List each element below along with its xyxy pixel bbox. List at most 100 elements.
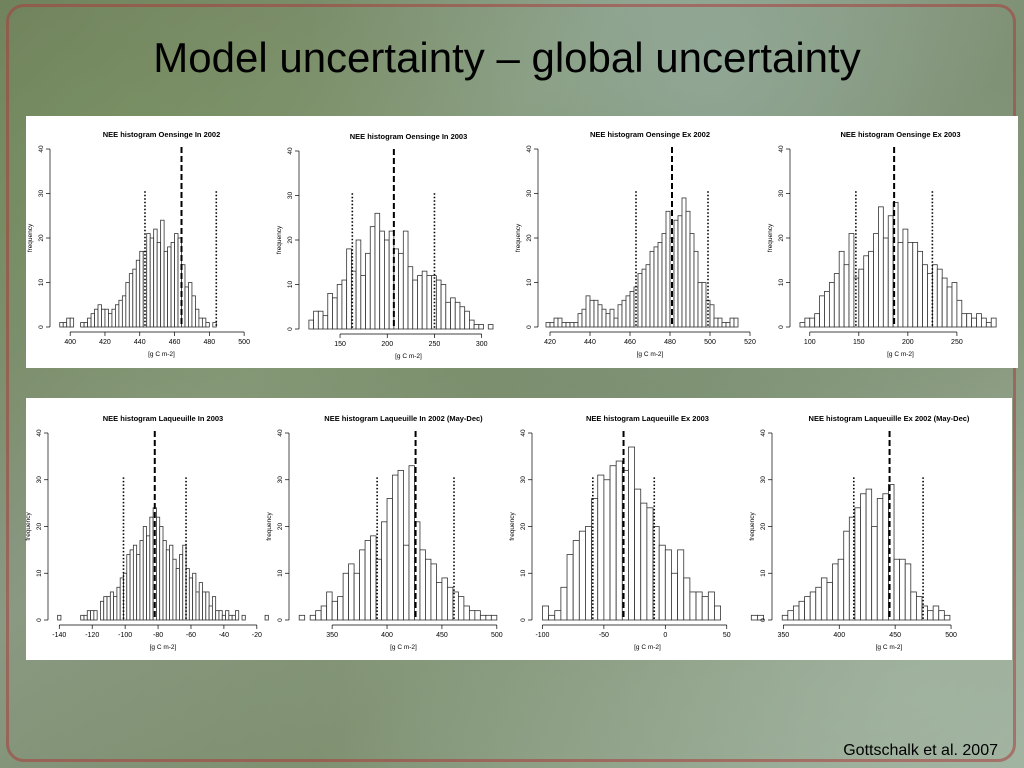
histogram-bar xyxy=(174,233,179,328)
histogram-bar xyxy=(417,275,423,330)
histogram-bar xyxy=(332,297,338,330)
histogram-bar xyxy=(981,317,987,328)
histogram-bar xyxy=(629,290,635,328)
histogram-title: NEE histogram Laqueuille Ex 2002 (May-De… xyxy=(809,414,970,423)
histogram-bar xyxy=(853,277,860,328)
histogram-bar xyxy=(826,582,833,621)
histogram-bar xyxy=(798,600,805,621)
histogram-bar xyxy=(717,317,723,328)
histogram-bar xyxy=(445,301,451,330)
histogram-bar xyxy=(557,317,563,328)
y-tick-label: 30 xyxy=(287,192,294,200)
histogram-bar xyxy=(175,568,180,621)
y-axis-label: frequency xyxy=(749,511,756,540)
histogram-bar xyxy=(843,530,850,621)
histogram-bar xyxy=(198,582,203,621)
histogram-bar xyxy=(202,591,207,621)
x-tick-label: 200 xyxy=(381,341,393,348)
histogram-bar xyxy=(103,596,108,621)
histogram-bar xyxy=(843,264,850,328)
histogram-bar xyxy=(201,317,207,328)
x-tick-label: 500 xyxy=(945,632,957,639)
histogram-bar xyxy=(336,284,343,330)
x-tick-label: 420 xyxy=(544,339,556,346)
histogram-bar xyxy=(572,540,580,621)
histogram-bar xyxy=(837,558,845,621)
y-tick-label: 10 xyxy=(778,279,785,287)
histogram-bar xyxy=(865,488,873,621)
histogram-bar xyxy=(195,308,200,328)
histogram-bar xyxy=(589,299,595,328)
histogram-bar xyxy=(677,549,685,621)
histogram-bar xyxy=(873,233,879,328)
y-axis-label: frequency xyxy=(276,225,283,254)
histogram-bar xyxy=(593,299,599,328)
histogram-bar xyxy=(637,273,643,328)
histogram-bar xyxy=(609,465,617,621)
x-tick-label: 520 xyxy=(744,339,756,346)
histogram-bar xyxy=(943,614,951,621)
histogram-bar xyxy=(910,591,917,621)
histogram-bar xyxy=(346,248,352,330)
x-tick-label: 150 xyxy=(853,339,865,346)
histogram-bar xyxy=(985,322,992,328)
histogram-bar xyxy=(657,242,663,328)
histogram-bar xyxy=(156,516,161,621)
y-tick-label: 40 xyxy=(778,145,785,153)
histogram-bar xyxy=(408,465,415,621)
histogram-3: NEE histogram Oensinge Ex 2002 0 10 20 30 40 f… xyxy=(515,130,756,358)
y-tick-label: 20 xyxy=(526,234,533,242)
histogram-bar xyxy=(828,282,835,328)
y-tick-label: 10 xyxy=(287,281,294,289)
histogram-bar xyxy=(485,614,492,621)
y-tick-label: 20 xyxy=(760,523,767,531)
histogram-bar xyxy=(665,210,671,328)
histogram-bar xyxy=(94,308,99,328)
histogram-bar xyxy=(902,228,909,328)
histogram-bar xyxy=(793,605,800,621)
histogram-bar xyxy=(641,268,647,328)
histogram-bar xyxy=(149,237,155,328)
x-tick-label: 400 xyxy=(64,339,76,346)
histogram-bar xyxy=(83,322,88,328)
histogram-bar xyxy=(912,242,919,328)
y-tick-label: 40 xyxy=(38,145,45,153)
histogram-title: NEE histogram Laqueuille Ex 2003 xyxy=(586,414,709,423)
histogram-bar xyxy=(554,610,562,621)
histogram-bar xyxy=(162,540,167,621)
y-tick-label: 20 xyxy=(520,523,527,531)
y-tick-label: 40 xyxy=(526,145,533,153)
histogram-bar xyxy=(904,563,912,621)
histogram-bar xyxy=(689,233,695,328)
x-axis-label: [g C m-2] xyxy=(390,644,417,651)
histogram-bar xyxy=(80,322,85,328)
histogram-bar xyxy=(360,275,366,330)
histogram-bar xyxy=(545,322,551,328)
y-tick-label: 0 xyxy=(760,618,767,622)
x-tick-label: 500 xyxy=(238,339,250,346)
histogram-bar xyxy=(548,614,556,621)
histogram-bar xyxy=(956,299,963,328)
histogram-bar xyxy=(87,317,92,328)
histogram-bar xyxy=(560,586,568,621)
y-axis-label: frequency xyxy=(25,511,32,540)
x-tick-label: 200 xyxy=(902,339,914,346)
histogram-bar xyxy=(781,614,789,621)
histogram-bar xyxy=(402,230,409,330)
histogram-bar xyxy=(838,250,845,328)
y-tick-label: 30 xyxy=(520,476,527,484)
histogram-bar xyxy=(113,596,118,621)
histogram-bar xyxy=(160,219,165,328)
histogram-bar xyxy=(824,290,830,328)
histogram-bar xyxy=(899,558,906,621)
x-tick-label: 400 xyxy=(381,632,393,639)
histogram-bar xyxy=(757,614,765,621)
y-tick-label: 20 xyxy=(287,236,294,244)
histogram-bar xyxy=(787,610,794,621)
histogram-bar xyxy=(441,577,448,621)
x-tick-label: 460 xyxy=(624,339,636,346)
histogram-bar xyxy=(695,591,703,621)
x-tick-label: -50 xyxy=(599,632,609,639)
y-tick-label: 20 xyxy=(38,234,45,242)
histogram-bar xyxy=(132,268,137,328)
